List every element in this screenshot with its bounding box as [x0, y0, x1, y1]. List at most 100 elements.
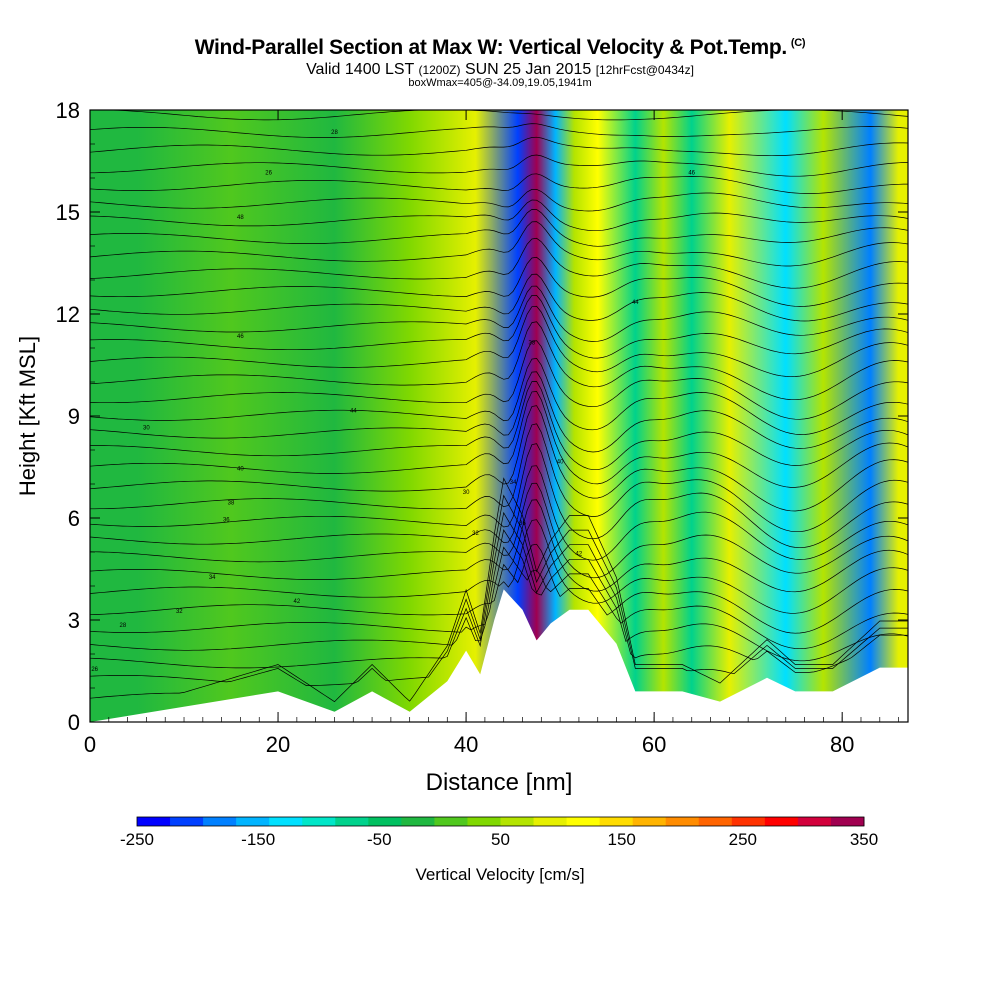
isentrope-line [90, 154, 908, 177]
colorbar-swatch [137, 817, 171, 826]
isentrope-line [90, 543, 908, 634]
colorbar-swatch [302, 817, 336, 826]
isentrope-line [90, 519, 908, 614]
colorbar-tick-label: -50 [367, 830, 392, 849]
isentrope-label: 44 [632, 300, 639, 306]
isentrope-label: 36 [223, 517, 230, 523]
isentrope-label: 44 [350, 409, 357, 415]
colorbar-swatch [797, 817, 832, 826]
colorbar [136, 816, 865, 827]
isentrope-label: 42 [576, 551, 583, 557]
isentrope-label: 30 [463, 490, 470, 496]
colorbar-tick-label: 150 [608, 830, 636, 849]
isentrope-label: 42 [294, 599, 301, 605]
isentrope-line [90, 423, 908, 533]
isentrope-line [90, 529, 908, 662]
isentrope-line [90, 391, 908, 488]
chart-title: Wind-Parallel Section at Max W: Vertical… [0, 36, 1000, 60]
colorbar-swatch [830, 817, 865, 826]
isentrope-line [90, 199, 908, 232]
isentrope-line [90, 405, 908, 512]
colorbar-swatch [599, 817, 634, 826]
isentrope-label: 48 [237, 215, 244, 221]
isentrope-line [90, 256, 908, 307]
y-tick-label: 3 [68, 608, 80, 633]
x-axis-label: Distance [nm] [426, 769, 573, 796]
colorbar-swatch [632, 817, 667, 826]
y-tick-label: 12 [56, 302, 80, 327]
isentrope-label: 38 [228, 500, 235, 506]
colorbar-swatch [731, 817, 766, 826]
isentrope-label: 26 [91, 667, 98, 673]
isentrope-line [90, 511, 908, 673]
isentrope-label: 36 [519, 521, 526, 527]
isentrope-line [90, 381, 908, 471]
isentrope-line [90, 443, 908, 549]
isentrope-label: 38 [529, 341, 536, 347]
y-tick-label: 18 [56, 98, 80, 123]
isentrope-label: 28 [120, 623, 127, 629]
copyright-mark: (C) [790, 37, 806, 49]
isentrope-line [90, 340, 908, 420]
isentrope-label: 46 [237, 334, 244, 340]
x-tick-label: 20 [266, 732, 290, 757]
colorbar-swatch [566, 817, 601, 826]
colorbar-swatch [269, 817, 303, 826]
terrain-mask [90, 589, 908, 722]
x-tick-label: 0 [84, 732, 96, 757]
x-tick-label: 80 [830, 732, 854, 757]
isentrope-label: 32 [472, 531, 479, 537]
y-axis-label: Height [Kft MSL] [15, 336, 40, 496]
valid-zulu: (1200Z) [418, 63, 461, 77]
colorbar-swatch [368, 817, 402, 826]
x-tick-label: 60 [642, 732, 666, 757]
isentrope-line [90, 499, 908, 593]
isentrope-line [90, 482, 908, 579]
isentrope-label: 26 [265, 171, 272, 177]
colorbar-swatch [434, 817, 468, 826]
colorbar-tick-label: 350 [850, 830, 878, 849]
isentrope-label: 34 [209, 575, 216, 581]
isentrope-line [90, 209, 908, 247]
x-axis: 0 20 40 60 80 [84, 110, 899, 757]
box-info: boxWmax=405@-34.09,19.05,1941m [408, 77, 592, 89]
valid-prefix: Valid 1400 LST [306, 61, 414, 78]
colorbar-tick-label: -250 [120, 830, 154, 849]
chart-subtitle: Valid 1400 LST (1200Z) SUN 25 Jan 2015 [… [0, 61, 1000, 79]
colorbar-label: Vertical Velocity [cm/s] [415, 865, 584, 884]
isentrope-line [90, 136, 908, 157]
isentrope-line [90, 221, 908, 267]
isentrope-label: 32 [176, 609, 183, 615]
plot-area: 26 28 30 32 34 36 38 40 42 44 46 48 26 28 30 32 34 36 38 40… [90, 110, 908, 722]
isentrope-lines [90, 110, 908, 703]
y-tick-label: 15 [56, 200, 80, 225]
forecast-info: [12hrFcst@0434z] [595, 63, 694, 77]
isentrope-line [90, 494, 908, 686]
colorbar-swatch [533, 817, 568, 826]
isentrope-line [90, 295, 908, 359]
y-tick-label: 9 [68, 404, 80, 429]
colorbar-swatch [335, 817, 369, 826]
isentrope-label: 34 [510, 480, 517, 486]
isentrope-label: 30 [143, 426, 150, 432]
colorbar-swatch [236, 817, 270, 826]
isentrope-line [90, 237, 908, 289]
x-tick-label: 40 [454, 732, 478, 757]
colorbar-swatch [500, 817, 535, 826]
isentrope-line [90, 273, 908, 322]
valid-date: SUN 25 Jan 2015 [464, 61, 592, 78]
colorbar-swatch [467, 817, 501, 826]
y-tick-label: 6 [68, 506, 80, 531]
colorbar-ticks: -250 -150 -50 50 150 250 350 [120, 830, 878, 849]
isentrope-label: 46 [688, 171, 695, 177]
isentrope-line [90, 305, 908, 378]
isentrope-line [90, 123, 908, 138]
isentrope-line [90, 358, 908, 435]
title-text: Wind-Parallel Section at Max W: Vertical… [194, 36, 788, 59]
colorbar-tick-label: 50 [491, 830, 510, 849]
isentrope-line [90, 321, 908, 401]
colorbar-swatch [203, 817, 237, 826]
colorbar-swatch [665, 817, 700, 826]
